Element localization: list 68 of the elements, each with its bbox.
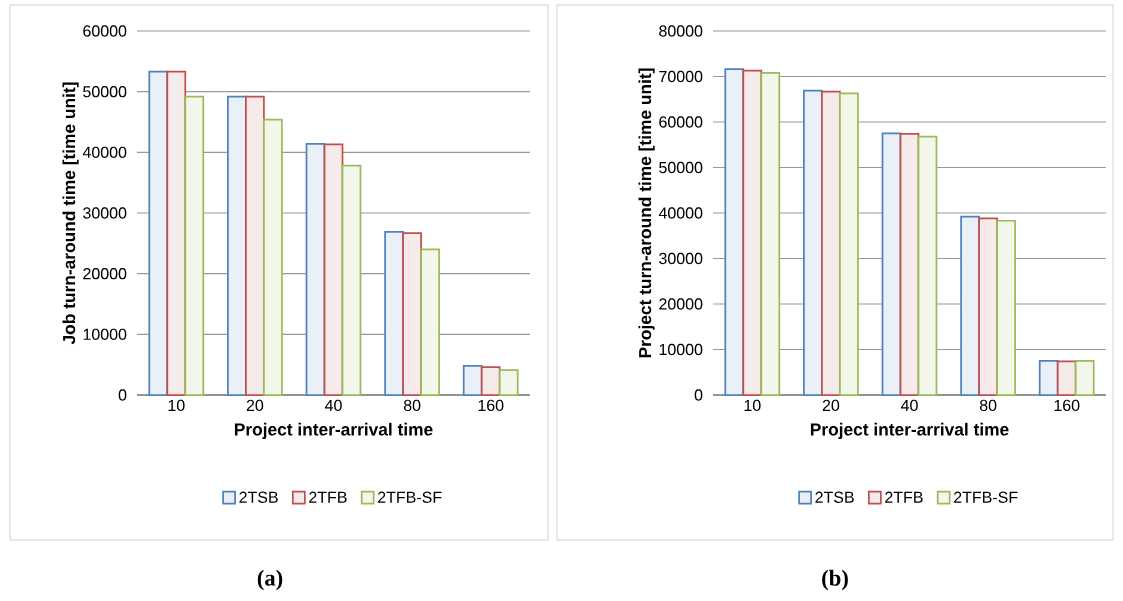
- bar: [480, 366, 501, 396]
- legend-label: 2TFB: [309, 491, 347, 503]
- x-tick-label: 10: [744, 399, 761, 412]
- bar: [245, 95, 265, 396]
- bar: [839, 92, 859, 396]
- x-tick-label: 40: [324, 399, 342, 412]
- x-axis-title: Project inter-arrival time: [810, 422, 1009, 440]
- y-tick-label: 50000: [83, 86, 127, 98]
- x-tick-label: 80: [403, 399, 421, 412]
- bar: [166, 70, 187, 396]
- text: (b): [822, 569, 848, 591]
- bar: [1074, 360, 1095, 396]
- bar: [305, 142, 326, 396]
- legend-label: 2TSB: [239, 491, 278, 503]
- y-tick-label: 70000: [659, 70, 703, 83]
- y-tick-label: 40000: [658, 207, 703, 219]
- bar: [996, 219, 1016, 396]
- x-axis-title: Project inter-arrival time: [234, 422, 433, 440]
- y-tick-label: 20000: [659, 298, 703, 310]
- bar: [462, 365, 483, 396]
- bar: [341, 164, 362, 396]
- bar: [917, 135, 938, 396]
- y-tick-label: 30000: [83, 207, 127, 219]
- y-axis-title: Project turn-around time [time unit]: [638, 68, 655, 358]
- bar: [184, 95, 205, 396]
- bar: [760, 72, 781, 396]
- bar: [227, 95, 247, 396]
- bar: [742, 69, 763, 396]
- x-tick-label: 40: [900, 399, 918, 412]
- y-tick-label: 20000: [83, 268, 127, 280]
- y-axis-title: Job turn-around time [time unit]: [62, 82, 79, 345]
- bar: [960, 215, 980, 396]
- bar: [899, 132, 920, 396]
- bar: [384, 230, 404, 396]
- y-tick-label: 10000: [83, 328, 127, 340]
- y-tick-label: 50000: [659, 161, 703, 174]
- x-tick-label: 20: [246, 399, 264, 412]
- legend-label: 2TSB: [815, 491, 854, 503]
- legend-label: 2TFB-SF: [378, 491, 442, 503]
- bar: [402, 232, 422, 396]
- y-tick-label: 0: [118, 389, 127, 401]
- y-tick-label: 10000: [659, 343, 703, 356]
- bar: [420, 248, 440, 396]
- legend-label: 2TFB-SF: [954, 491, 1018, 503]
- bar: [498, 369, 519, 396]
- x-tick-label: 160: [478, 399, 504, 412]
- text: (a): [257, 569, 283, 591]
- y-tick-label: 40000: [82, 146, 127, 158]
- bar: [724, 68, 745, 396]
- x-tick-label: 160: [1054, 399, 1080, 412]
- x-tick-label: 10: [168, 399, 185, 412]
- bar: [881, 132, 902, 396]
- y-tick-label: 60000: [659, 116, 703, 128]
- bar: [263, 118, 283, 396]
- x-tick-label: 20: [822, 399, 840, 412]
- y-tick-label: 0: [694, 389, 703, 401]
- bar: [323, 143, 344, 396]
- legend-label: 2TFB: [885, 491, 923, 503]
- bar: [803, 89, 823, 396]
- y-tick-label: 30000: [659, 252, 703, 265]
- y-tick-label: 60000: [83, 25, 127, 37]
- bar: [1038, 360, 1059, 396]
- y-tick-label: 80000: [659, 25, 703, 37]
- bar: [1056, 360, 1077, 396]
- x-tick-label: 80: [979, 399, 997, 412]
- bar: [978, 217, 998, 396]
- bar: [821, 90, 841, 396]
- bar: [148, 70, 169, 396]
